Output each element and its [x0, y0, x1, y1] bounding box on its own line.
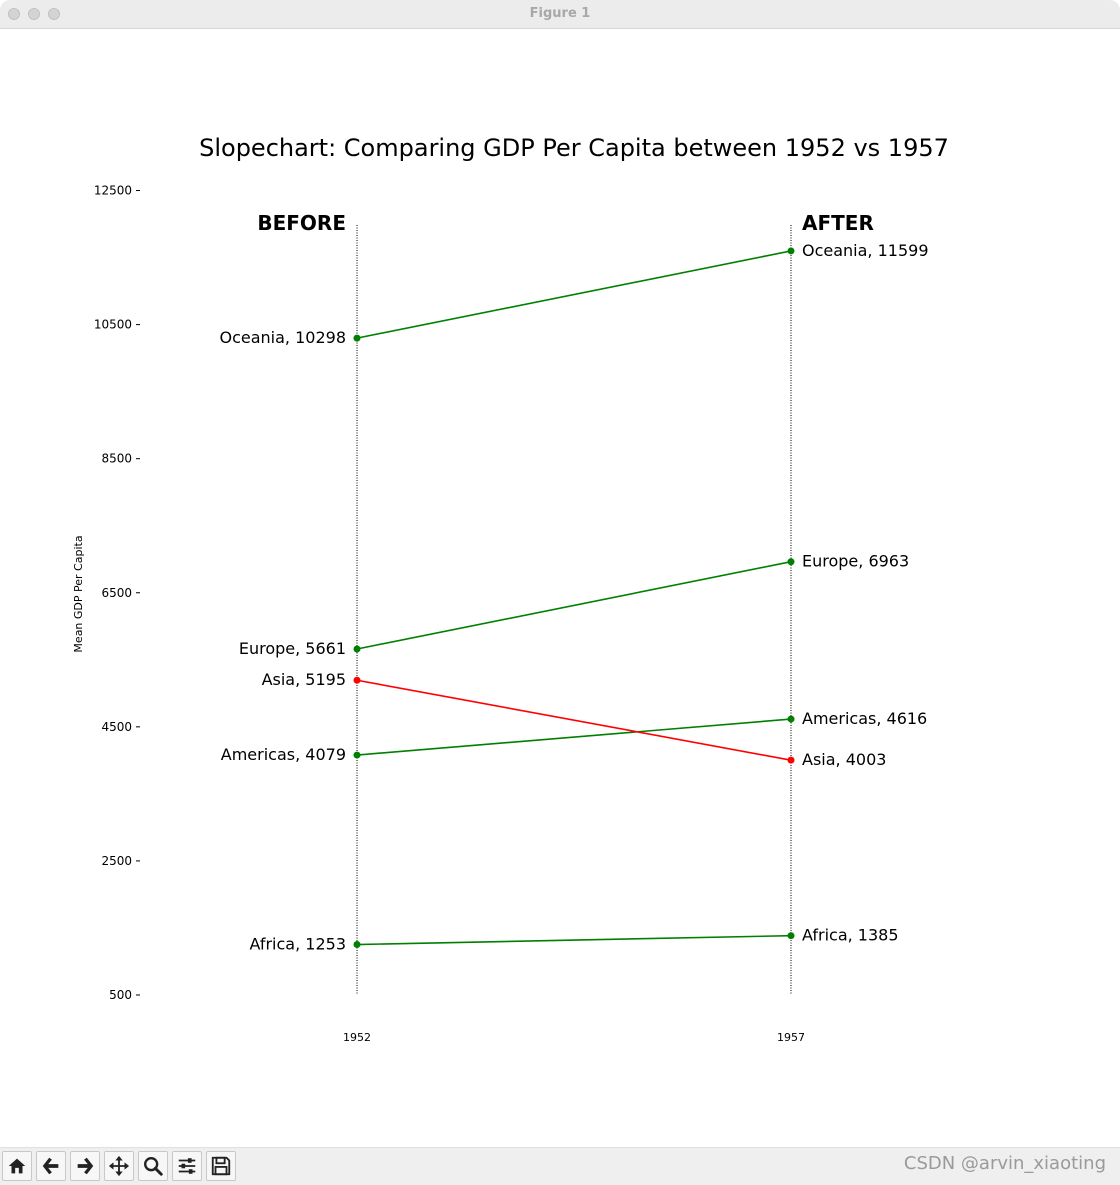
- forward-arrow-icon: [77, 1157, 94, 1175]
- data-label-before-oceania: Oceania, 10298: [220, 328, 347, 347]
- data-label-before-asia: Asia, 5195: [262, 670, 346, 689]
- save-button[interactable]: [206, 1151, 236, 1181]
- pan-icon: [108, 1155, 130, 1177]
- data-label-after-asia: Asia, 4003: [802, 750, 886, 769]
- point-before-oceania: [353, 334, 361, 342]
- point-before-africa: [353, 941, 361, 949]
- zoom-button[interactable]: [138, 1151, 168, 1181]
- after-header: AFTER: [802, 211, 874, 235]
- configure-subplots-icon: [178, 1158, 196, 1174]
- y-tick-label: 6500: [101, 586, 132, 600]
- maximize-window-icon[interactable]: [48, 8, 60, 20]
- data-label-after-europe: Europe, 6963: [802, 552, 909, 571]
- y-tick-label: 500: [109, 988, 132, 1002]
- y-tick-label: 12500: [94, 184, 132, 198]
- slope-line-americas: [356, 718, 792, 756]
- forward-button[interactable]: [70, 1151, 100, 1181]
- home-icon: [8, 1158, 26, 1174]
- chart-title: Slopechart: Comparing GDP Per Capita bet…: [199, 134, 949, 162]
- y-tick-label: 8500: [101, 452, 132, 466]
- x-tick-label: 1952: [343, 1031, 371, 1044]
- point-after-oceania: [787, 247, 795, 255]
- configure-subplots-button[interactable]: [172, 1151, 202, 1181]
- figure-canvas: Slopechart: Comparing GDP Per Capita bet…: [0, 29, 1120, 1146]
- window-titlebar: Figure 1: [0, 0, 1120, 29]
- window-title: Figure 1: [529, 6, 591, 21]
- point-after-africa: [787, 932, 795, 940]
- data-label-after-oceania: Oceania, 11599: [802, 241, 929, 260]
- slope-line-europe: [356, 560, 792, 650]
- save-icon: [211, 1156, 231, 1176]
- navigation-toolbar: [0, 1147, 1120, 1185]
- zoom-icon: [144, 1157, 163, 1176]
- slope-line-africa: [356, 934, 792, 946]
- point-after-americas: [787, 715, 795, 723]
- slope-chart: Slopechart: Comparing GDP Per Capita bet…: [72, 134, 949, 1044]
- data-label-before-europe: Europe, 5661: [239, 639, 346, 658]
- home-button[interactable]: [2, 1151, 32, 1181]
- point-after-europe: [787, 558, 795, 566]
- y-axis-label: Mean GDP Per Capita: [72, 535, 85, 652]
- data-label-before-africa: Africa, 1253: [249, 935, 346, 954]
- y-tick-label: 10500: [94, 318, 132, 332]
- data-label-after-americas: Americas, 4616: [802, 709, 927, 728]
- data-label-before-americas: Americas, 4079: [221, 745, 346, 764]
- slope-line-oceania: [356, 250, 792, 339]
- minimize-window-icon[interactable]: [28, 8, 40, 20]
- slope-line-asia: [356, 679, 792, 761]
- point-before-europe: [353, 645, 361, 653]
- point-before-asia: [353, 676, 361, 684]
- back-button[interactable]: [36, 1151, 66, 1181]
- point-before-americas: [353, 751, 361, 759]
- watermark-text: CSDN @arvin_xiaoting: [903, 1153, 1106, 1174]
- back-arrow-icon: [42, 1157, 59, 1175]
- point-after-asia: [787, 756, 795, 764]
- y-tick-label: 4500: [101, 720, 132, 734]
- data-label-after-africa: Africa, 1385: [802, 926, 899, 945]
- before-header: BEFORE: [257, 211, 346, 235]
- x-tick-label: 1957: [777, 1031, 805, 1044]
- pan-button[interactable]: [104, 1151, 134, 1181]
- close-window-icon[interactable]: [8, 8, 20, 20]
- y-tick-label: 2500: [101, 854, 132, 868]
